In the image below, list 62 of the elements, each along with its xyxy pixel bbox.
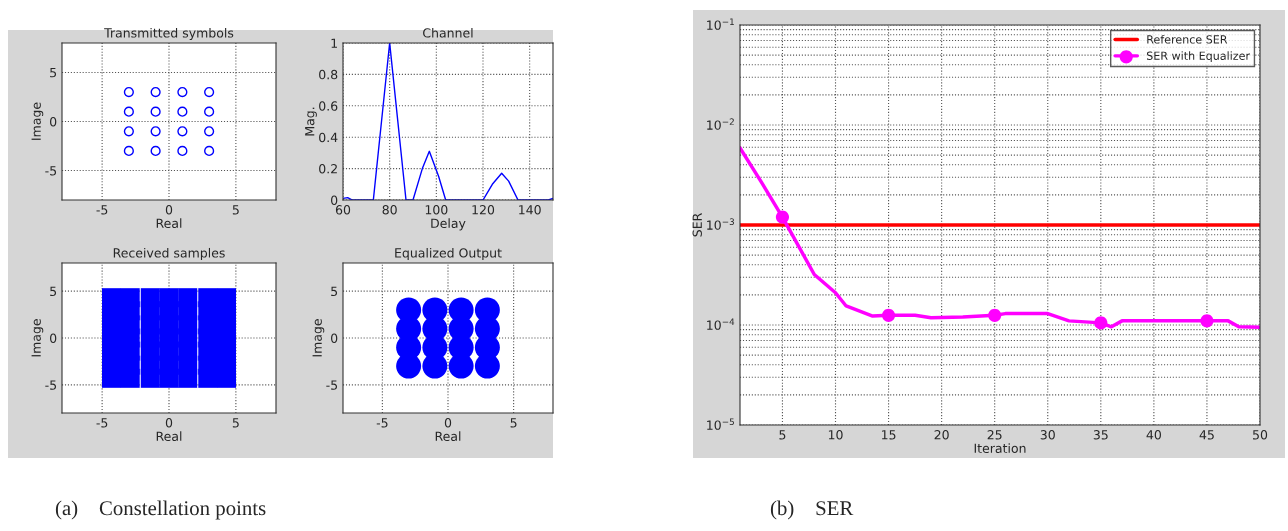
x-tick-label: -5 (96, 205, 108, 215)
y-tick-label: 10$^{−3}$ (707, 218, 734, 230)
y-tick-label: 5 (50, 286, 57, 297)
chart-title: Transmitted symbols (104, 27, 234, 41)
y-tick-label: 1 (331, 38, 337, 48)
x-tick-label: 100 (425, 205, 448, 215)
x-tick-label: 5 (232, 205, 239, 215)
legend-label: SER with Equalizer (1146, 51, 1250, 63)
x-tick-label: 40 (1146, 430, 1161, 440)
y-tick-label: -5 (45, 380, 57, 390)
y-tick-label: 0 (331, 333, 338, 343)
x-tick-label: -5 (376, 418, 388, 428)
y-axis-title: Image (31, 102, 44, 140)
x-tick-label: 20 (934, 430, 949, 440)
x-axis-title: Iteration (974, 443, 1026, 454)
chart-title: Equalized Output (395, 247, 502, 261)
x-axis-title: Real (156, 218, 182, 229)
x-tick-label: -5 (96, 418, 108, 428)
y-axis-title: Image (31, 319, 44, 357)
y-tick-label: 0.4 (319, 132, 338, 143)
text: (b) SER (770, 500, 854, 520)
x-tick-label: 35 (1093, 430, 1108, 440)
x-tick-label: 0 (165, 418, 173, 428)
x-tick-label: 5 (232, 418, 239, 428)
chart-title: Channel (423, 27, 473, 38)
legend-label: Reference SER (1147, 35, 1228, 44)
x-tick-label: 45 (1199, 430, 1214, 440)
y-tick-label: 0.2 (319, 164, 337, 174)
x-tick-label: 25 (987, 430, 1002, 440)
x-tick-label: 60 (335, 205, 351, 215)
x-tick-label: 0 (444, 418, 452, 428)
x-tick-label: 5 (510, 418, 517, 428)
x-tick-label: 5 (779, 430, 786, 440)
y-tick-label: -5 (45, 166, 57, 176)
y-tick-label: 0 (331, 195, 338, 205)
y-tick-label: -5 (326, 380, 338, 390)
x-axis-title: Real (435, 431, 461, 442)
y-tick-label: 10$^{−5}$ (707, 418, 734, 430)
y-axis-title: SER (692, 213, 702, 237)
x-tick-label: 80 (382, 205, 397, 215)
y-tick-label: 0 (50, 116, 57, 127)
y-tick-label: 10$^{−4}$ (707, 318, 735, 330)
y-axis-title: Mag. (305, 107, 317, 136)
x-tick-label: 120 (472, 205, 495, 215)
x-tick-label: 50 (1253, 430, 1268, 440)
y-tick-label: 10$^{−1}$ (707, 18, 734, 30)
y-axis-title: Image (312, 319, 325, 357)
y-tick-label: 0 (50, 333, 57, 343)
text: (a) Constellation points (55, 500, 266, 520)
y-tick-label: 0.8 (319, 69, 338, 80)
x-tick-label: 10 (828, 430, 843, 440)
y-tick-label: 10$^{−2}$ (707, 118, 734, 130)
y-tick-label: 0.6 (319, 101, 338, 111)
x-tick-label: 15 (881, 430, 896, 440)
y-tick-label: 5 (50, 68, 57, 78)
x-axis-title: Real (156, 431, 182, 442)
y-tick-label: 5 (331, 286, 338, 297)
x-tick-label: 0 (165, 205, 173, 215)
x-axis-title: Delay (431, 218, 466, 231)
x-tick-label: 140 (519, 205, 541, 215)
chart-title: Received samples (113, 247, 225, 261)
x-tick-label: 30 (1040, 430, 1055, 440)
